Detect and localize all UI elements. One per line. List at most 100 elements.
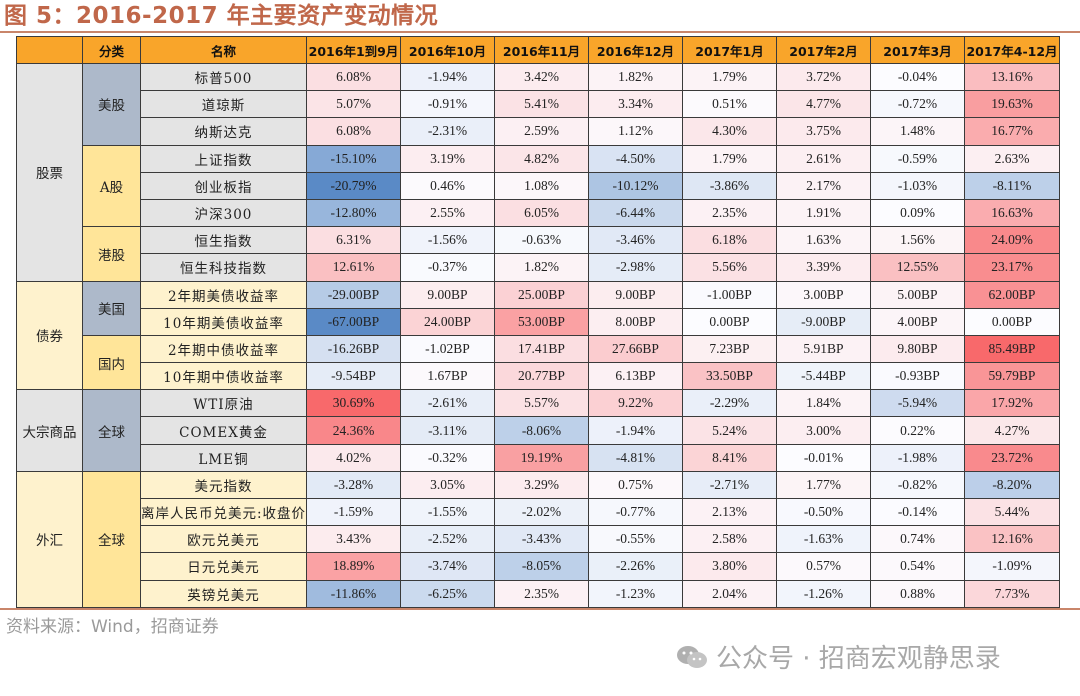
- column-header: 2017年4-12月: [964, 36, 1060, 64]
- value-cell: 13.16%: [964, 62, 1060, 92]
- column-header: 2016年12月: [588, 36, 683, 64]
- value-cell: -15.10%: [306, 144, 401, 173]
- value-cell: 5.44%: [964, 497, 1060, 527]
- value-cell: 3.39%: [776, 253, 871, 282]
- value-cell: 1.77%: [776, 470, 871, 500]
- title-divider: [0, 31, 1080, 33]
- value-cell: 2.59%: [494, 117, 589, 146]
- value-cell: 23.17%: [964, 253, 1060, 282]
- value-cell: 5.41%: [494, 90, 589, 119]
- asset-name-cell: 2年期中债收益率: [140, 334, 307, 364]
- category-cell: 大宗商品: [16, 389, 83, 472]
- value-cell: -1.94%: [400, 62, 495, 92]
- value-cell: 0.51%: [682, 90, 777, 119]
- asset-name-cell: 道琼斯: [140, 90, 307, 119]
- value-cell: 5.00BP: [870, 280, 965, 309]
- value-cell: -2.52%: [400, 525, 495, 554]
- value-cell: -0.32%: [400, 443, 495, 472]
- value-cell: 4.27%: [964, 416, 1060, 445]
- value-cell: 5.24%: [682, 416, 777, 445]
- value-cell: -2.26%: [588, 552, 683, 581]
- value-cell: 3.19%: [400, 144, 495, 173]
- table-row: 恒生科技指数 12.61% -0.37% 1.82% -2.98% 5.56% 3.39% 1…: [17, 253, 1060, 282]
- value-cell: -0.77%: [588, 497, 683, 527]
- value-cell: 3.42%: [494, 62, 589, 92]
- category-cell: 股票: [16, 63, 83, 282]
- value-cell: -2.31%: [400, 117, 495, 146]
- value-cell: -1.02BP: [400, 334, 495, 364]
- source-note: 资料来源：Wind，招商证券: [6, 617, 219, 637]
- value-cell: 20.77BP: [494, 362, 589, 391]
- value-cell: -0.14%: [870, 497, 965, 527]
- value-cell: 3.43%: [306, 525, 401, 554]
- value-cell: 18.89%: [306, 552, 401, 581]
- value-cell: -2.71%: [682, 470, 777, 500]
- value-cell: -1.23%: [588, 579, 683, 608]
- value-cell: 7.23BP: [682, 334, 777, 364]
- value-cell: 24.09%: [964, 226, 1060, 255]
- value-cell: -20.79%: [306, 171, 401, 200]
- asset-name-cell: 美元指数: [140, 470, 307, 500]
- asset-name-cell: 英镑兑美元: [140, 579, 307, 608]
- value-cell: 24.36%: [306, 416, 401, 445]
- value-cell: 0.00BP: [682, 307, 777, 336]
- value-cell: 30.69%: [306, 389, 401, 418]
- value-cell: -0.50%: [776, 497, 871, 527]
- value-cell: -3.86%: [682, 171, 777, 200]
- value-cell: 23.72%: [964, 443, 1060, 472]
- value-cell: 5.56%: [682, 253, 777, 282]
- column-header: [16, 36, 83, 64]
- value-cell: 85.49BP: [964, 334, 1060, 364]
- value-cell: 27.66BP: [588, 334, 683, 364]
- value-cell: 0.54%: [870, 552, 965, 581]
- value-cell: 3.00BP: [776, 280, 871, 309]
- value-cell: 3.29%: [494, 470, 589, 500]
- value-cell: -8.06%: [494, 416, 589, 445]
- table-row: 道琼斯 5.07% -0.91% 5.41% 3.34% 0.51% 4.77% -0.72%…: [17, 90, 1060, 119]
- value-cell: -0.93BP: [870, 362, 965, 391]
- value-cell: 2.35%: [494, 579, 589, 608]
- value-cell: 16.77%: [964, 117, 1060, 146]
- value-cell: 7.73%: [964, 579, 1060, 608]
- table-row: LME铜 4.02% -0.32% 19.19% -4.81% 8.41% -0.01% -1…: [17, 443, 1060, 472]
- value-cell: -67.00BP: [306, 307, 401, 336]
- value-cell: 24.00BP: [400, 307, 495, 336]
- value-cell: -1.59%: [306, 497, 401, 527]
- column-header: 名称: [140, 36, 307, 64]
- subcategory-cell: A股: [82, 144, 141, 228]
- value-cell: 2.61%: [776, 144, 871, 173]
- subcategory-cell: 国内: [82, 334, 141, 391]
- value-cell: 1.12%: [588, 117, 683, 146]
- value-cell: 0.00BP: [964, 307, 1060, 336]
- value-cell: 6.13BP: [588, 362, 683, 391]
- category-cell: 债券: [16, 280, 83, 391]
- column-header: 2016年11月: [494, 36, 589, 64]
- value-cell: 6.05%: [494, 198, 589, 228]
- value-cell: 19.63%: [964, 90, 1060, 119]
- column-header: 2016年1到9月: [306, 36, 401, 64]
- value-cell: 53.00BP: [494, 307, 589, 336]
- value-cell: 16.63%: [964, 198, 1060, 228]
- asset-name-cell: 恒生科技指数: [140, 253, 307, 282]
- value-cell: 5.91BP: [776, 334, 871, 364]
- value-cell: -6.25%: [400, 579, 495, 608]
- value-cell: -29.00BP: [306, 280, 401, 309]
- value-cell: 1.79%: [682, 62, 777, 92]
- value-cell: -9.54BP: [306, 362, 401, 391]
- value-cell: -0.91%: [400, 90, 495, 119]
- value-cell: -9.00BP: [776, 307, 871, 336]
- value-cell: -0.37%: [400, 253, 495, 282]
- value-cell: 6.18%: [682, 226, 777, 255]
- wechat-icon: [676, 644, 708, 670]
- value-cell: 3.80%: [682, 552, 777, 581]
- value-cell: -8.05%: [494, 552, 589, 581]
- table-row: 沪深300 -12.80% 2.55% 6.05% -6.44% 2.35% 1.91% 0.…: [17, 198, 1060, 228]
- value-cell: 25.00BP: [494, 280, 589, 309]
- value-cell: 8.41%: [682, 443, 777, 472]
- asset-name-cell: COMEX黄金: [140, 416, 307, 445]
- asset-name-cell: 欧元兑美元: [140, 525, 307, 554]
- value-cell: 4.30%: [682, 117, 777, 146]
- value-cell: 59.79BP: [964, 362, 1060, 391]
- value-cell: 4.02%: [306, 443, 401, 472]
- value-cell: 12.16%: [964, 525, 1060, 554]
